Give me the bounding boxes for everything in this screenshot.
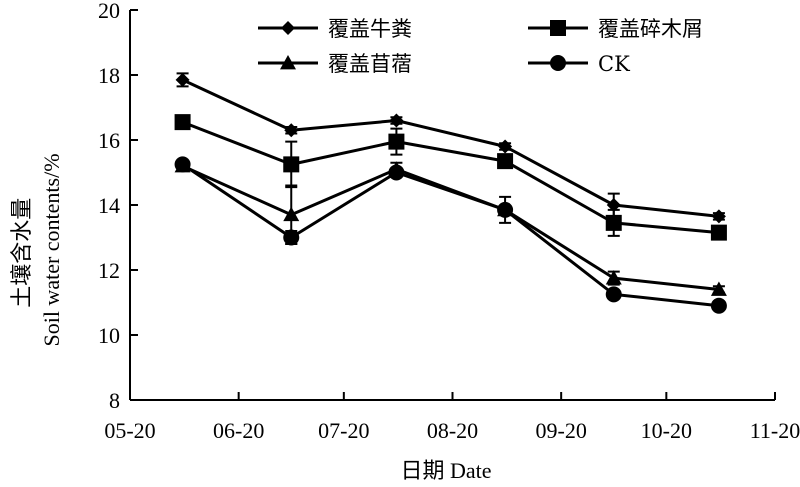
y-tick-label: 10 <box>98 323 120 348</box>
data-point <box>388 133 405 150</box>
series-line <box>181 78 720 218</box>
data-point <box>388 164 405 181</box>
data-point <box>283 229 300 246</box>
y-axis-label: 土壤含水量 Soil water contents/% <box>9 153 64 346</box>
data-point <box>711 209 726 224</box>
series-square <box>174 114 727 241</box>
data-point <box>498 139 513 154</box>
series-layer <box>174 72 727 314</box>
x-axis-label: 日期 Date <box>400 458 491 483</box>
data-point <box>174 114 191 131</box>
legend-label: 覆盖碎木屑 <box>598 17 703 41</box>
y-tick-label: 16 <box>98 128 120 153</box>
data-point <box>605 270 622 285</box>
y-tick-label: 8 <box>109 388 120 413</box>
x-tick-label: 06-20 <box>213 418 264 443</box>
legend-marker-square <box>550 20 566 36</box>
series-line <box>181 164 720 291</box>
legend-marker-triangle <box>280 55 296 70</box>
data-point <box>497 153 514 170</box>
legend-marker-diamond <box>281 21 295 35</box>
data-point <box>710 224 727 241</box>
legend-label: 覆盖苜蓿 <box>328 52 412 76</box>
y-tick-label: 14 <box>98 193 120 218</box>
y-tick-label: 20 <box>98 0 120 23</box>
data-point <box>283 156 300 173</box>
data-point <box>284 123 299 138</box>
legend-marker-circle <box>550 55 566 71</box>
data-point <box>606 198 621 212</box>
data-point <box>710 297 727 314</box>
axes: 8 10 12 14 16 18 20 05-20 06-20 07-20 08-20 09-20 10… <box>98 0 800 443</box>
legend-label: 覆盖牛粪 <box>328 17 412 41</box>
series-circle <box>174 156 727 314</box>
data-point <box>497 201 514 218</box>
x-tick-label: 09-20 <box>536 418 587 443</box>
x-tick-label: 10-20 <box>641 418 692 443</box>
data-point <box>283 206 300 222</box>
x-tick-label: 11-20 <box>750 418 800 443</box>
y-axis-label-en: Soil water contents/% <box>39 153 64 346</box>
data-point <box>605 286 622 303</box>
data-point <box>605 214 622 231</box>
x-tick-label: 05-20 <box>104 418 155 443</box>
data-point <box>389 113 404 128</box>
series-line <box>181 163 720 308</box>
legend-label: CK <box>598 52 630 76</box>
x-tick-label: 07-20 <box>318 418 369 443</box>
y-tick-label: 12 <box>98 258 120 283</box>
data-point <box>175 72 190 87</box>
y-axis-label-cn: 土壤含水量 <box>9 198 34 308</box>
data-point <box>174 156 191 173</box>
data-point <box>710 281 727 296</box>
y-tick-label: 18 <box>98 63 120 88</box>
x-tick-label: 08-20 <box>427 418 478 443</box>
series-line <box>182 120 720 235</box>
